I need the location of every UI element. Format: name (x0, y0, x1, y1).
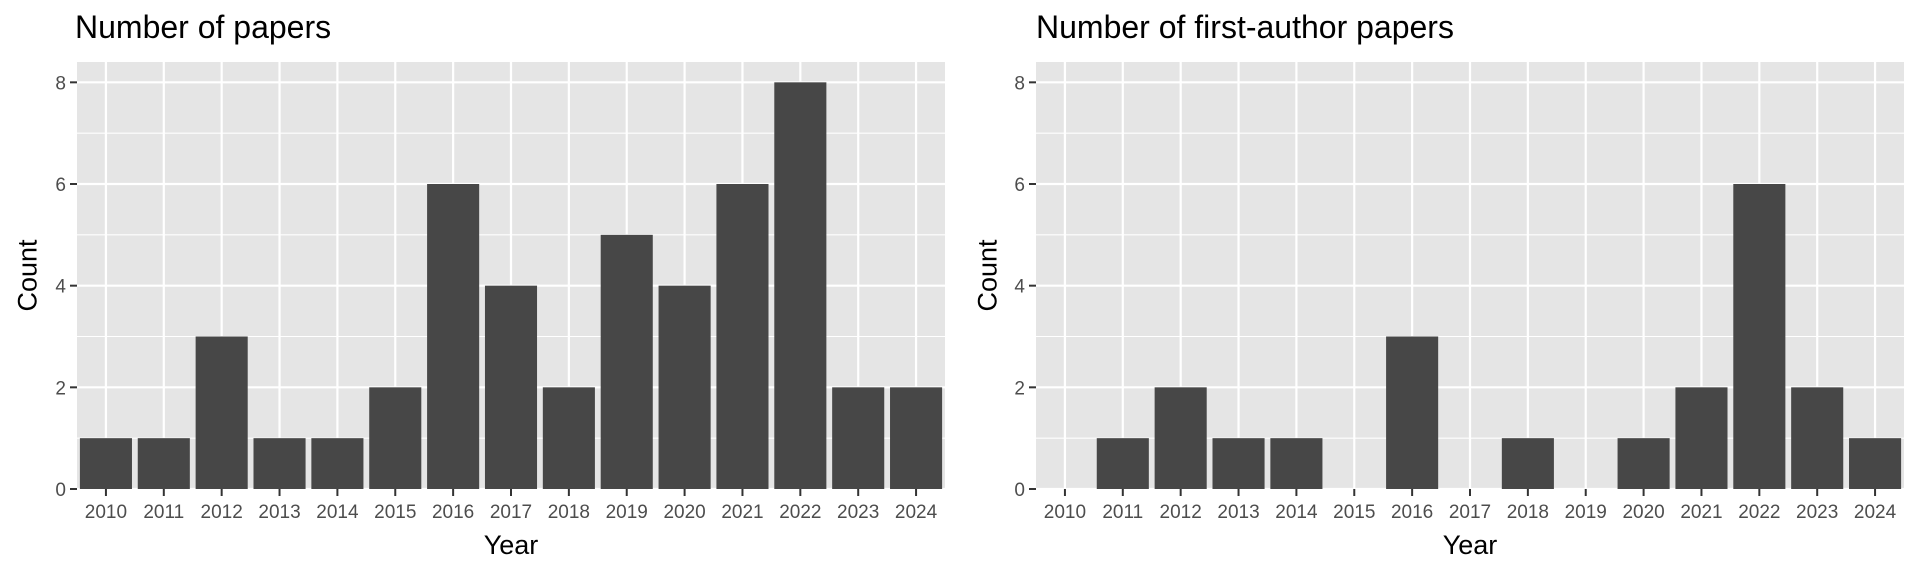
bar-2024 (1849, 438, 1902, 489)
y-tick-label: 0 (55, 480, 66, 501)
bar-2014 (1270, 438, 1323, 489)
bar-2022 (1733, 184, 1786, 489)
bar-2022 (774, 82, 827, 489)
bar-2021 (716, 184, 769, 489)
x-tick-label: 2013 (1217, 502, 1259, 523)
x-tick-label: 2022 (1738, 502, 1780, 523)
bar-2010 (79, 438, 132, 489)
chart-papers: 0 2 4 6 8 2010 2011 2012 2013 2014 2015 2016 2017 201… (12, 9, 945, 560)
chart-first-author-papers-x-axis-title: Year (1443, 530, 1498, 560)
x-tick-label: 2016 (432, 502, 474, 523)
x-tick-label: 2017 (490, 502, 532, 523)
x-tick-label: 2018 (1507, 502, 1549, 523)
x-tick-label: 2014 (316, 502, 359, 523)
x-tick-label: 2010 (1044, 502, 1086, 523)
x-tick-label: 2024 (1854, 502, 1897, 523)
chart-first-author-papers-y-axis-title: Count (972, 239, 1002, 312)
bar-2011 (137, 438, 190, 489)
bar-2017 (484, 285, 538, 489)
bar-2023 (1791, 387, 1844, 489)
bar-2023 (832, 387, 885, 489)
bar-2016 (1386, 336, 1439, 489)
chart-papers-x-axis-title: Year (484, 530, 539, 560)
chart-first-author-papers-title: Number of first-author papers (1036, 9, 1454, 45)
bar-2018 (542, 387, 595, 489)
x-tick-label: 2020 (663, 502, 705, 523)
bar-2024 (890, 387, 943, 489)
x-tick-label: 2019 (1565, 502, 1607, 523)
x-tick-label: 2016 (1391, 502, 1433, 523)
x-tick-label: 2012 (201, 502, 243, 523)
x-tick-label: 2023 (1796, 502, 1838, 523)
y-tick-label: 0 (1014, 480, 1025, 501)
y-tick-label: 4 (1014, 277, 1025, 298)
x-tick-label: 2021 (1680, 502, 1722, 523)
x-tick-label: 2021 (721, 502, 763, 523)
x-tick-label: 2015 (1333, 502, 1375, 523)
x-tick-label: 2019 (606, 502, 648, 523)
x-tick-label: 2024 (895, 502, 938, 523)
bar-2019 (600, 234, 653, 489)
chart-first-author-papers-bars (1096, 184, 1902, 489)
chart-papers-bars (79, 82, 943, 489)
x-tick-label: 2010 (85, 502, 127, 523)
x-tick-label: 2023 (837, 502, 879, 523)
x-tick-label: 2020 (1622, 502, 1664, 523)
y-tick-label: 8 (1014, 73, 1025, 94)
y-tick-label: 2 (1014, 378, 1025, 399)
y-tick-label: 6 (1014, 175, 1025, 196)
x-tick-label: 2015 (374, 502, 416, 523)
x-tick-label: 2011 (143, 502, 184, 523)
x-tick-label: 2017 (1449, 502, 1491, 523)
bar-2015 (369, 387, 422, 489)
chart-papers-title: Number of papers (75, 9, 331, 45)
bar-2012 (195, 336, 248, 489)
y-tick-label: 2 (55, 378, 66, 399)
y-tick-label: 6 (55, 175, 66, 196)
bar-2014 (311, 438, 364, 489)
chart-first-author-papers: 0 2 4 6 8 2010 2011 2012 2013 2014 2015 2016 2017 201… (972, 9, 1904, 560)
chart-papers-y-axis-title: Count (12, 239, 42, 312)
chart-first-author-papers-axes: 0 2 4 6 8 2010 2011 2012 2013 2014 2015 2016 2017 201… (1014, 73, 1896, 523)
x-tick-label: 2012 (1160, 502, 1202, 523)
bar-2016 (427, 184, 480, 489)
bar-2020 (658, 285, 711, 489)
bar-2011 (1096, 438, 1149, 489)
bar-2013 (1212, 438, 1265, 489)
bar-2021 (1675, 387, 1728, 489)
y-tick-label: 4 (55, 277, 66, 298)
bar-2013 (253, 438, 306, 489)
chart-papers-axes: 0 2 4 6 8 2010 2011 2012 2013 2014 2015 2016 2017 201… (55, 73, 937, 523)
x-tick-label: 2013 (258, 502, 300, 523)
x-tick-label: 2022 (779, 502, 821, 523)
x-tick-label: 2018 (548, 502, 590, 523)
bar-2012 (1154, 387, 1207, 489)
bar-2018 (1501, 438, 1554, 489)
bar-2020 (1617, 438, 1670, 489)
x-tick-label: 2014 (1275, 502, 1318, 523)
y-tick-label: 8 (55, 73, 66, 94)
x-tick-label: 2011 (1102, 502, 1143, 523)
